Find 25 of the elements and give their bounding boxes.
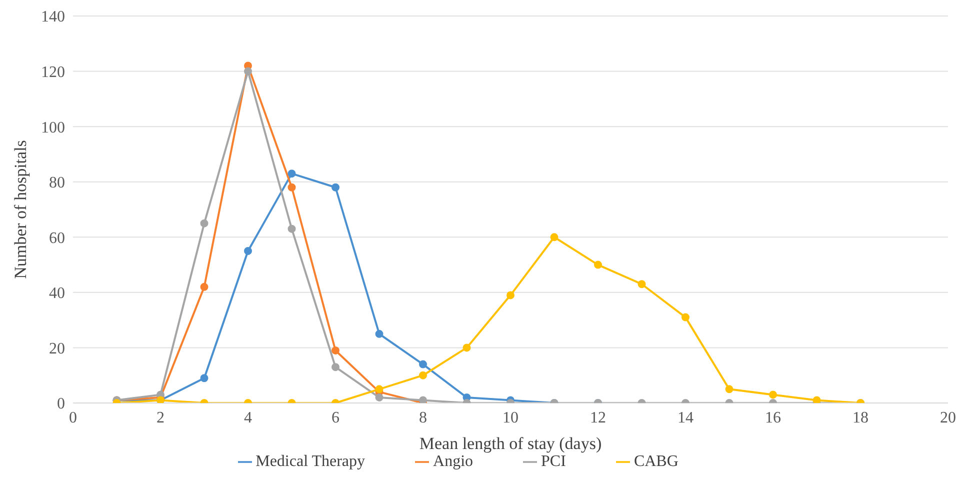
- y-axis-title: Number of hospitals: [11, 140, 30, 279]
- y-tick-label: 120: [41, 64, 65, 81]
- x-axis-title: Mean length of stay (days): [419, 434, 602, 453]
- x-tick-label: 16: [765, 409, 781, 426]
- legend-label: PCI: [541, 453, 566, 470]
- x-tick-label: 12: [590, 409, 606, 426]
- y-tick-label: 40: [49, 285, 65, 302]
- y-tick-label: 100: [41, 119, 65, 136]
- x-tick-label: 0: [69, 409, 77, 426]
- y-tick-label: 0: [57, 396, 65, 413]
- x-tick-label: 4: [244, 409, 252, 426]
- y-tick-label: 60: [49, 230, 65, 247]
- legend-label: Medical Therapy: [256, 453, 366, 470]
- x-tick-label: 20: [940, 409, 956, 426]
- y-tick-label: 20: [49, 340, 65, 358]
- x-tick-label: 10: [502, 409, 518, 426]
- y-tick-label: 140: [41, 8, 65, 26]
- legend-label: CABG: [634, 453, 678, 470]
- x-tick-label: 14: [678, 409, 694, 426]
- legend-label: Angio: [433, 453, 474, 470]
- x-tick-label: 6: [332, 409, 340, 426]
- x-tick-label: 18: [852, 409, 868, 426]
- x-tick-label: 8: [419, 409, 427, 426]
- y-tick-label: 80: [49, 174, 65, 192]
- x-tick-label: 2: [156, 409, 164, 426]
